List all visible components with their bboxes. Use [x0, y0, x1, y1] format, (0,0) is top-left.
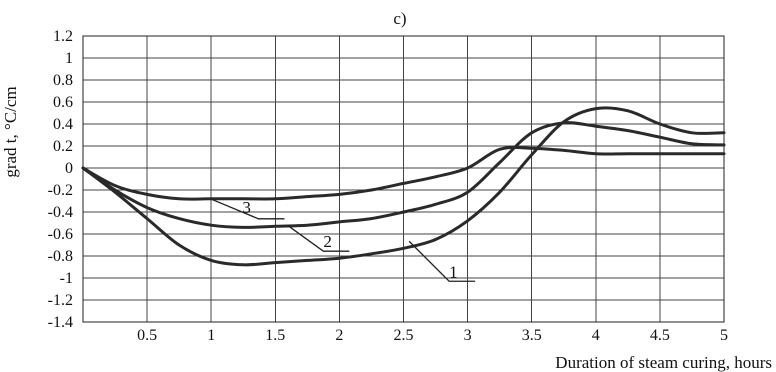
- x-tick-label: 3.5: [522, 327, 542, 344]
- x-tick-label: 5: [720, 327, 728, 344]
- y-tick-label: 0.8: [53, 72, 73, 89]
- y-tick-label: -1: [60, 270, 73, 287]
- series-lines: [81, 106, 726, 267]
- y-tick-label: 0.6: [53, 94, 73, 111]
- curve-leader-line: [286, 224, 350, 252]
- curve-label-1: 1: [449, 262, 458, 281]
- curve-labels: 1 2 3: [210, 198, 476, 282]
- y-tick-label: -0.8: [48, 248, 73, 265]
- curve-leader-line: [210, 198, 285, 220]
- y-tick-label: 0: [65, 160, 73, 177]
- plot-frame: [82, 35, 725, 323]
- y-axis-label: grad t, °C/cm: [1, 86, 20, 177]
- x-tick-label: 4: [592, 327, 600, 344]
- grid: [83, 35, 725, 323]
- chart-title: c): [393, 9, 406, 28]
- y-tick-label: 0.2: [53, 138, 73, 155]
- curve-leader-line: [408, 240, 476, 282]
- x-axis-label: Duration of steam curing, hours: [555, 353, 772, 372]
- y-tick-label: -0.2: [48, 182, 73, 199]
- series-line-2: [81, 121, 726, 229]
- y-tick-label: 1: [65, 50, 73, 67]
- x-tick-label: 1: [207, 327, 215, 344]
- series-line-1: [81, 106, 726, 267]
- y-tick-label: 1.2: [53, 28, 73, 45]
- x-tick-label: 2: [335, 327, 343, 344]
- x-tick-label: 4.5: [650, 327, 670, 344]
- x-tick-label: 1.5: [265, 327, 285, 344]
- x-axis-ticks: 0.5 1 1.5 2 2.5 3 3.5 4 4.5 5: [137, 327, 728, 344]
- y-axis-ticks: 1.2 1 0.8 0.6 0.4 0.2 0 -0.2 -0.4 -0.6 -0.8 -1 -1.2 -…: [48, 28, 73, 331]
- y-tick-label: -1.2: [48, 292, 73, 309]
- curve-label-3: 3: [242, 198, 251, 217]
- y-tick-label: -0.6: [48, 226, 73, 243]
- x-tick-label: 2.5: [394, 327, 414, 344]
- y-tick-label: 0.4: [53, 116, 73, 133]
- series-line-3: [81, 145, 726, 201]
- x-tick-label: 3: [464, 327, 472, 344]
- y-tick-label: -1.4: [48, 314, 73, 331]
- y-tick-label: -0.4: [48, 204, 73, 221]
- curve-label-2: 2: [323, 232, 332, 251]
- x-tick-label: 0.5: [137, 327, 157, 344]
